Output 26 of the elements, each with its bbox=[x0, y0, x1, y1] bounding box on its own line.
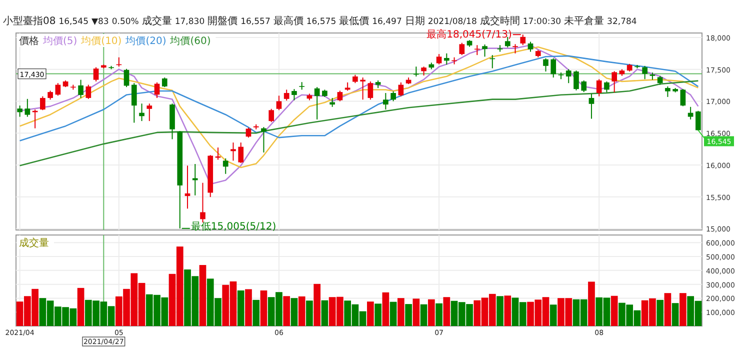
text: 17,830 bbox=[174, 17, 205, 27]
text: 均價(5) bbox=[42, 35, 78, 47]
y-axis-title: 成交量 bbox=[19, 237, 49, 249]
text: 17:00:30 bbox=[522, 17, 562, 27]
text: 32,784 bbox=[607, 17, 637, 27]
text: ▼83 bbox=[91, 17, 109, 27]
text: 小型臺指08 bbox=[3, 15, 56, 27]
text: 16,497 bbox=[372, 17, 402, 27]
text: 16,557 bbox=[240, 17, 270, 27]
text: 0.50% bbox=[112, 17, 139, 27]
text: 均價(20) bbox=[124, 35, 166, 47]
text: 成交量 bbox=[142, 15, 172, 27]
text: 未平倉量 bbox=[564, 15, 604, 27]
text: 均價(10) bbox=[80, 35, 122, 47]
text: 16,545 bbox=[58, 17, 88, 27]
text: 均價(60) bbox=[169, 35, 211, 47]
text: 最高價 bbox=[273, 15, 304, 27]
annotation: 最低15,005(5/12) bbox=[190, 221, 276, 232]
text: 2021/08/18 bbox=[428, 17, 477, 27]
text: 成交時間 bbox=[480, 15, 520, 27]
text: 16,575 bbox=[306, 17, 336, 27]
text: 最低價 bbox=[339, 16, 370, 27]
text: 開盤價 bbox=[208, 15, 238, 27]
y-axis-title: 價格 bbox=[19, 35, 39, 47]
text: 日期 bbox=[404, 15, 425, 27]
annotation: 最高18,045(7/13) bbox=[426, 28, 512, 41]
